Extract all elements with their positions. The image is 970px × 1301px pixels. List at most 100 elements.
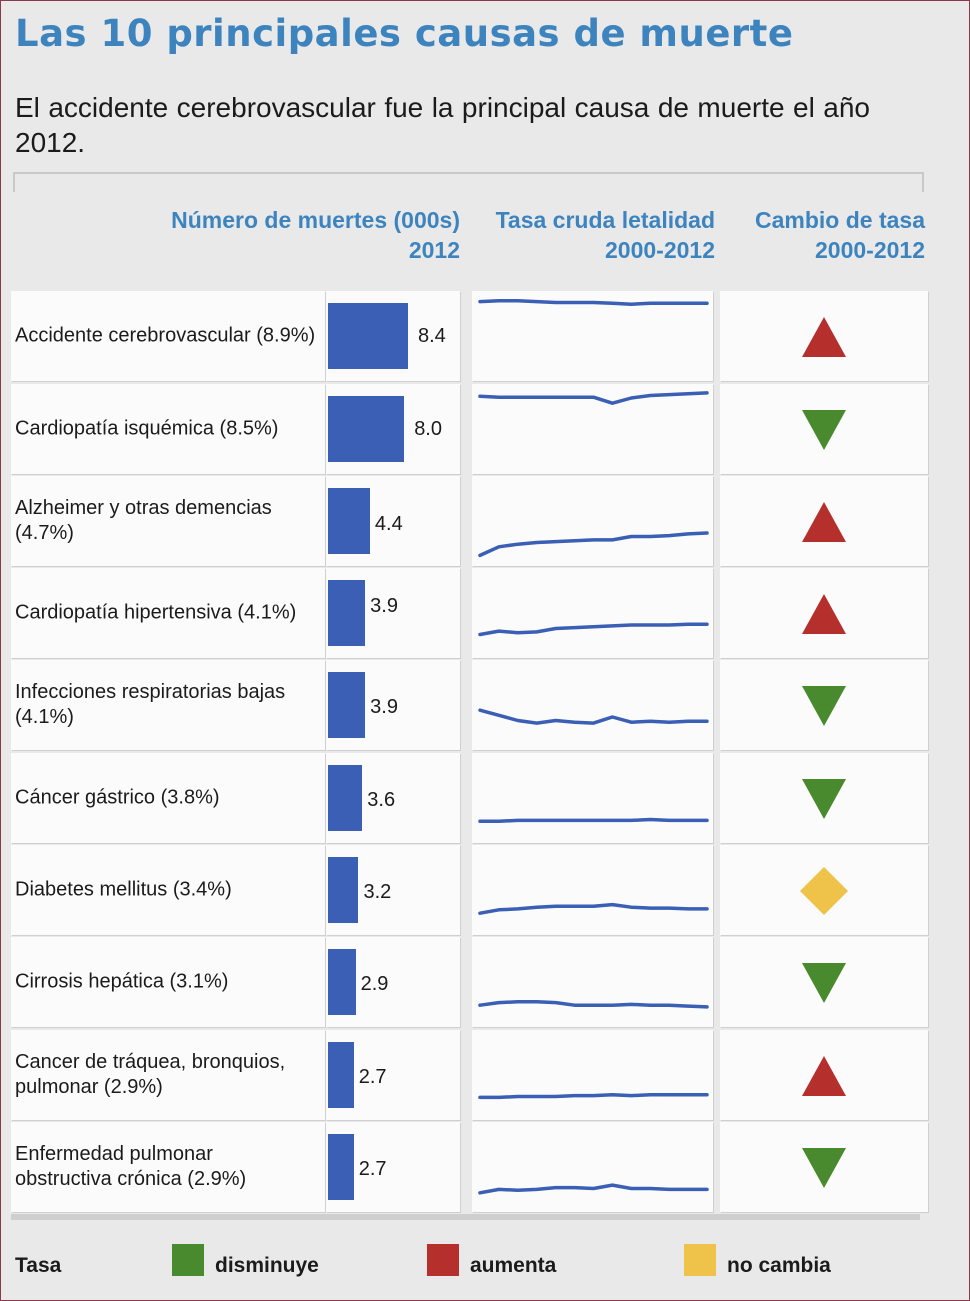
deaths-cell: 3.9: [326, 660, 460, 750]
deaths-value-label: 2.9: [360, 973, 389, 995]
deaths-value-label: 2.7: [358, 1158, 387, 1180]
deaths-cell: 2.9: [326, 937, 460, 1027]
rate-trend-sparkline: [478, 817, 709, 823]
deaths-value-label: 4.4: [374, 513, 403, 535]
table-row: Cáncer gástrico (3.8%) 3.6: [0, 753, 970, 845]
rate-trend-sparkline: [478, 1093, 709, 1100]
cause-label: Cáncer gástrico (3.8%): [15, 786, 220, 809]
table-row: Infecciones respiratorias bajas (4.1%) 3.…: [0, 660, 970, 752]
rate-change-marker: [802, 410, 846, 450]
cause-cell: Cancer de tráquea, bronquios, pulmonar (…: [11, 1030, 325, 1120]
footer-rule: [11, 1214, 920, 1220]
change-header-line1: Cambio de tasa: [755, 207, 925, 233]
rate-trend-sparkline: [478, 1000, 709, 1009]
cause-label: Infecciones respiratorias bajas (4.1%): [15, 681, 286, 728]
rate-trend-cell: [472, 568, 713, 658]
rate-trend-sparkline: [478, 708, 709, 725]
rate-trend-sparkline: [478, 902, 709, 915]
rate-trend-line: [478, 1000, 709, 1009]
triangle-down-icon: [802, 1148, 846, 1188]
rate-change-cell: [720, 1030, 928, 1120]
deaths-cell: 3.2: [326, 845, 460, 935]
rate-trend-cell: [472, 753, 713, 843]
rate-trend-sparkline: [478, 531, 709, 558]
rate-trend-line: [478, 531, 709, 558]
deaths-cell: 2.7: [326, 1122, 460, 1212]
cause-label: Cirrosis hepática (3.1%): [15, 970, 229, 993]
rate-trend-sparkline: [478, 1183, 709, 1195]
deaths-bar: [328, 488, 370, 554]
rate-change-cell: [720, 937, 928, 1027]
deaths-bar: [328, 1042, 354, 1108]
deaths-value-label: 3.2: [363, 881, 392, 903]
rate-change-marker: [802, 1148, 846, 1188]
deaths-bar: [328, 857, 359, 923]
table-row: Cirrosis hepática (3.1%) 2.9: [0, 937, 970, 1029]
rate-trend-sparkline: [478, 298, 709, 306]
triangle-down-icon: [802, 686, 846, 726]
legend-swatch: [427, 1244, 459, 1276]
cause-cell: Cardiopatía isquémica (8.5%): [11, 384, 325, 474]
deaths-bar: [328, 672, 366, 738]
rate-change-cell: [720, 1122, 928, 1212]
deaths-cell: 8.0: [326, 384, 460, 474]
legend-label: aumenta: [470, 1254, 557, 1277]
rate-trend-cell: [472, 937, 713, 1027]
rate-trend-line: [478, 1093, 709, 1100]
table-row: Cardiopatía hipertensiva (4.1%) 3.9: [0, 568, 970, 660]
rate-change-cell: [720, 476, 928, 566]
legend-swatch: [172, 1244, 204, 1276]
rate-change-marker: [800, 867, 848, 915]
rate-header-line1: Tasa cruda letalidad: [495, 207, 715, 233]
rate-change-marker: [802, 963, 846, 1003]
rate-change-marker: [802, 686, 846, 726]
cause-label: Cardiopatía hipertensiva (4.1%): [15, 601, 297, 624]
rate-trend-cell: [472, 476, 713, 566]
rate-trend-cell: [472, 384, 713, 474]
rate-change-cell: [720, 568, 928, 658]
table-row: Cancer de tráquea, bronquios, pulmonar (…: [0, 1030, 970, 1122]
deaths-bar: [328, 765, 363, 831]
header-rule: [13, 172, 924, 192]
table-row: Enfermedad pulmonar obstructiva crónica …: [0, 1122, 970, 1214]
cause-cell: Enfermedad pulmonar obstructiva crónica …: [11, 1122, 325, 1212]
cause-cell: Cáncer gástrico (3.8%): [11, 753, 325, 843]
deaths-value-label: 3.9: [370, 595, 398, 617]
rate-change-marker: [802, 317, 846, 357]
triangle-up-icon: [802, 594, 846, 634]
cause-cell: Diabetes mellitus (3.4%): [11, 845, 325, 935]
rate-change-cell: [720, 845, 928, 935]
rate-change-cell: [720, 753, 928, 843]
table-row: Accidente cerebrovascular (8.9%) 8.4: [0, 291, 970, 383]
change-column-header: Cambio de tasa 2000-2012: [720, 205, 925, 265]
deaths-value-label: 3.6: [367, 789, 396, 811]
rate-trend-sparkline: [478, 622, 709, 637]
deaths-bar: [328, 1134, 354, 1200]
diamond-icon: [800, 867, 848, 915]
rate-change-marker: [802, 502, 846, 542]
triangle-up-icon: [802, 502, 846, 542]
triangle-down-icon: [802, 410, 846, 450]
rate-change-cell: [720, 291, 928, 381]
rate-change-cell: [720, 384, 928, 474]
cause-cell: Infecciones respiratorias bajas (4.1%): [11, 660, 325, 750]
triangle-up-icon: [802, 317, 846, 357]
deaths-column-header: Número de muertes (000s) 2012: [120, 205, 460, 265]
rate-trend-cell: [472, 1122, 713, 1212]
deaths-cell: 3.6: [326, 753, 460, 843]
legend-label: no cambia: [727, 1254, 831, 1277]
rate-trend-sparkline: [478, 391, 709, 405]
rate-change-marker: [802, 594, 846, 634]
deaths-header-line2: 2012: [408, 237, 460, 263]
deaths-bar: [328, 396, 405, 462]
rate-trend-line: [478, 708, 709, 725]
rate-trend-line: [478, 391, 709, 405]
cause-cell: Alzheimer y otras demencias (4.7%): [11, 476, 325, 566]
deaths-bar: [328, 580, 366, 646]
rate-column-header: Tasa cruda letalidad 2000-2012: [465, 205, 715, 265]
table-row: Alzheimer y otras demencias (4.7%) 4.4: [0, 476, 970, 568]
chart-subtitle: El accidente cerebrovascular fue la prin…: [15, 92, 870, 158]
cause-label: Alzheimer y otras demencias (4.7%): [15, 497, 272, 544]
deaths-value-label: 8.4: [418, 325, 446, 347]
rate-trend-cell: [472, 845, 713, 935]
